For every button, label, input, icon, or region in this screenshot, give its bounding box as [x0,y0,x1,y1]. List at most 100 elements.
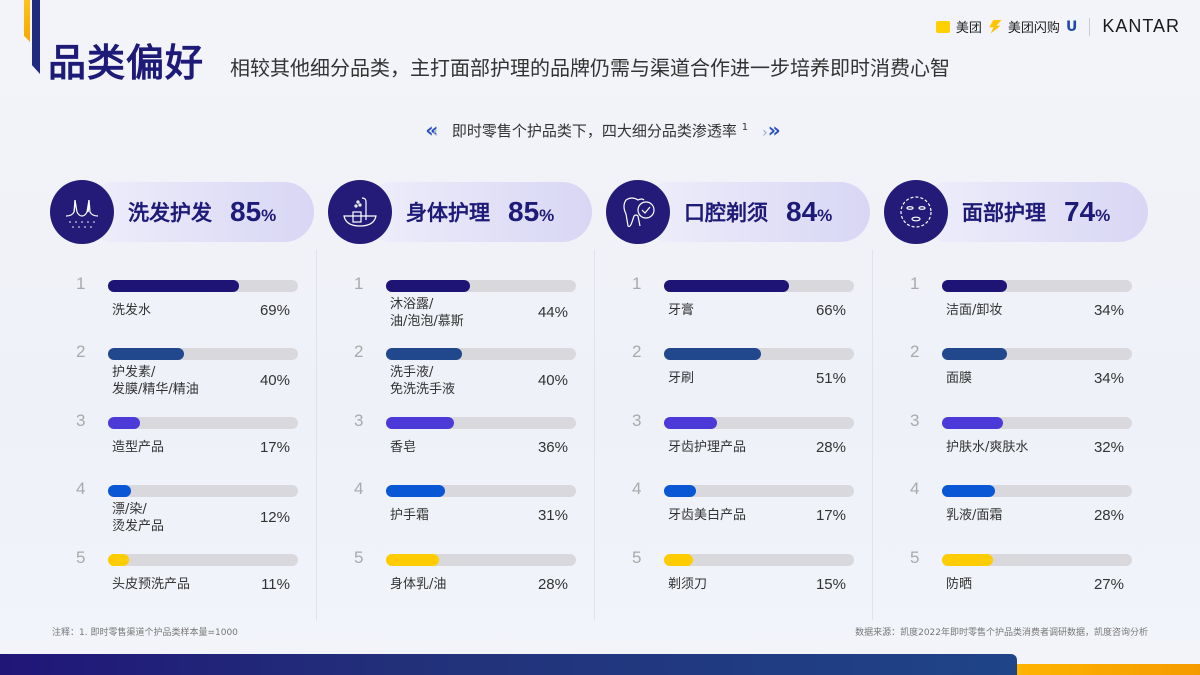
bar-fill [664,554,693,566]
bar-fill [942,417,1003,429]
item-label: 乳液/面霜 [946,508,1003,523]
meituan-logo: 美团 [955,21,982,36]
item-value: 28% [1093,507,1124,524]
bar-track [664,417,854,429]
item-label: 防晒 [946,577,973,592]
face-mask-icon [884,180,948,244]
chart-title: 即时零售个护品类下，四大细分品类渗透率 1 [451,121,749,140]
rank-number: 2 [354,342,364,361]
bar-track [386,417,576,429]
chevron-right-icon: ›» [762,118,780,142]
footer-accent [1017,664,1200,675]
list-item: 2 洗手液/免洗洗手液 40% [354,342,584,408]
category-name: 面部护理 [962,201,1046,225]
bar-track [108,417,298,429]
item-value: 40% [259,372,290,389]
bar-fill [942,280,1007,292]
logo-divider [1089,17,1091,36]
meituan-flash-logo: 美团闪购 [1007,21,1060,36]
item-value: 69% [259,302,290,319]
bar-fill [108,554,129,566]
list-item: 4 漂/染/烫发产品 12% [76,479,306,545]
page-subtitle: 相较其他细分品类，主打面部护理的品牌仍需与渠道合作进一步培养即时消费心智 [230,56,950,80]
category-column: 口腔剃须 84% 1 牙膏 66% 2 牙刷 51% 3 牙齿护理产品 28% … [604,180,874,620]
item-label: 香皂 [390,440,417,455]
item-value: 34% [1093,302,1124,319]
bar-track [664,554,854,566]
category-penetration: 85% [508,196,555,227]
list-item: 1 牙膏 66% [632,274,862,340]
list-item: 5 防晒 27% [910,548,1140,614]
accent-bar-navy [32,0,40,74]
list-item: 4 乳液/面霜 28% [910,479,1140,545]
bar-track [942,348,1132,360]
bar-fill [664,348,761,360]
bar-fill [664,485,696,497]
list-item: 3 造型产品 17% [76,411,306,477]
item-value: 12% [259,509,290,526]
flash-icon [989,19,1002,34]
item-label: 面膜 [946,371,973,386]
list-item: 4 护手霜 31% [354,479,584,545]
item-label: 护发素/发膜/精华/精油 [112,365,199,397]
category-header: 身体护理 85% [362,182,592,242]
partner-logos: 美团 美团闪购 U KANTAR [935,16,1180,37]
column-divider [872,250,873,620]
bar-track [386,485,576,497]
category-penetration: 85% [230,196,277,227]
item-value: 17% [815,507,846,524]
item-value: 15% [815,576,846,593]
item-label: 剃须刀 [668,577,708,592]
category-header: 面部护理 74% [918,182,1148,242]
rank-number: 3 [354,411,364,430]
item-value: 36% [537,439,568,456]
item-label: 护手霜 [390,508,430,523]
item-label: 头皮预洗产品 [112,577,191,592]
list-item: 1 沐浴露/油/泡泡/慕斯 44% [354,274,584,340]
bar-fill [386,417,454,429]
tooth-icon [606,180,670,244]
item-value: 44% [537,304,568,321]
rank-number: 5 [910,548,920,567]
rank-number: 2 [910,342,920,361]
rank-number: 4 [354,479,364,498]
category-column: 面部护理 74% 1 洁面/卸妆 34% 2 面膜 34% 3 护肤水/爽肤水 … [882,180,1152,620]
category-column: 身体护理 85% 1 沐浴露/油/泡泡/慕斯 44% 2 洗手液/免洗洗手液 4… [326,180,596,620]
item-label: 护肤水/爽肤水 [946,440,1029,455]
rank-number: 3 [910,411,920,430]
list-item: 2 面膜 34% [910,342,1140,408]
item-value: 28% [815,439,846,456]
list-item: 5 身体乳/油 28% [354,548,584,614]
list-item: 5 头皮预洗产品 11% [76,548,306,614]
bar-track [664,348,854,360]
item-label: 洁面/卸妆 [946,303,1003,318]
page-title: 品类偏好 [48,41,205,85]
chart-caption: «‹ 即时零售个护品类下，四大细分品类渗透率 1 ›» [0,118,1200,142]
hair-icon [50,180,114,244]
bar-track [108,280,298,292]
item-value: 17% [259,439,290,456]
bar-track [386,554,576,566]
column-divider [594,250,595,620]
rank-number: 4 [632,479,642,498]
category-penetration: 74% [1064,196,1111,227]
item-value: 66% [815,302,846,319]
chevron-left-icon: «‹ [425,118,438,142]
bar-fill [386,485,445,497]
item-value: 27% [1093,576,1124,593]
rank-number: 4 [910,479,920,498]
category-name: 洗发护发 [128,201,212,225]
item-label: 牙膏 [668,303,695,318]
bar-track [942,280,1132,292]
category-header: 洗发护发 85% [84,182,314,242]
accent-bar-yellow [24,0,30,42]
bar-fill [664,417,717,429]
bar-fill [386,280,470,292]
item-value: 51% [815,370,846,387]
bar-track [942,554,1132,566]
bar-fill [942,348,1007,360]
item-label: 洗发水 [112,303,152,318]
bar-track [942,417,1132,429]
category-header: 口腔剃须 84% [640,182,870,242]
bar-track [108,554,298,566]
